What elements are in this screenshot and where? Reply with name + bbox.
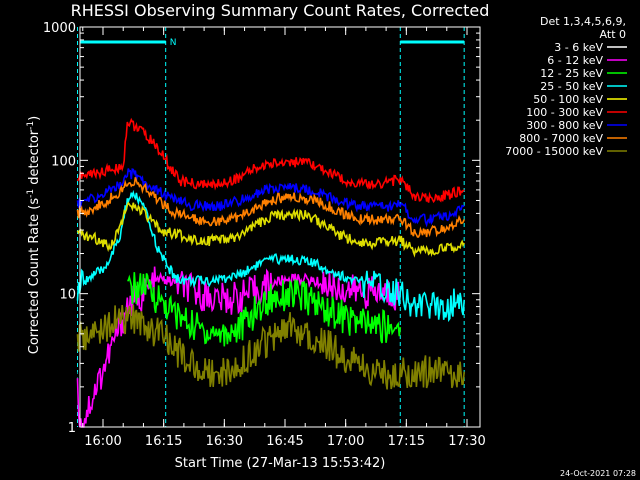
y-axis-label-part2: detector bbox=[27, 129, 42, 189]
legend-header-1: Att 0 bbox=[600, 28, 626, 41]
legend-label-5: 100 - 300 keV bbox=[526, 106, 603, 119]
series-line-4 bbox=[76, 201, 465, 258]
y-tick-label: 1000 bbox=[43, 21, 76, 36]
x-tick-label: 16:30 bbox=[206, 434, 243, 449]
series-line-3 bbox=[76, 189, 465, 323]
y-axis-label-sup2: -1 bbox=[26, 121, 36, 130]
legend-label-4: 50 - 100 keV bbox=[533, 93, 603, 106]
y-tick-label: 100 bbox=[51, 154, 76, 169]
x-tick-label: 17:30 bbox=[448, 434, 485, 449]
y-axis-label-part1: Corrected Count Rate (s bbox=[27, 198, 42, 355]
series-line-2 bbox=[127, 272, 402, 347]
y-axis-label: Corrected Count Rate (s-1 detector-1) bbox=[26, 116, 42, 354]
footer-timestamp: 24-Oct-2021 07:28 bbox=[560, 469, 636, 478]
chart-title: RHESSI Observing Summary Count Rates, Co… bbox=[71, 1, 490, 20]
legend-label-8: 7000 - 15000 keV bbox=[505, 145, 603, 158]
series-line-5 bbox=[76, 117, 465, 204]
series-line-7 bbox=[76, 177, 465, 238]
legend-header-0: Det 1,3,4,5,6,9, bbox=[540, 15, 626, 28]
plot-frame bbox=[79, 26, 481, 428]
series-line-8 bbox=[76, 304, 465, 390]
x-tick-label: 16:45 bbox=[266, 434, 303, 449]
legend-label-1: 6 - 12 keV bbox=[547, 54, 603, 67]
plot-area: N 1 10 100 1000 16:00 16:15 16:30 16:45 17:00 17:1… bbox=[43, 21, 486, 449]
night-label: N bbox=[170, 38, 177, 48]
y-tick-label: 1 bbox=[68, 421, 76, 436]
legend-label-0: 3 - 6 keV bbox=[554, 41, 603, 54]
legend-label-6: 300 - 800 keV bbox=[526, 119, 603, 132]
legend-label-2: 12 - 25 keV bbox=[540, 67, 603, 80]
x-axis-label: Start Time (27-Mar-13 15:53:42) bbox=[175, 456, 386, 471]
legend-label-7: 800 - 7000 keV bbox=[519, 132, 603, 145]
y-axis-label-sup1: -1 bbox=[26, 189, 36, 198]
series-line-1 bbox=[76, 266, 402, 428]
x-tick-label: 17:00 bbox=[327, 434, 364, 449]
x-tick-label: 16:15 bbox=[145, 434, 182, 449]
y-tick-label: 10 bbox=[59, 288, 76, 303]
series-line-6 bbox=[76, 168, 465, 228]
y-axis-label-part3: ) bbox=[27, 116, 42, 121]
x-tick-label: 16:00 bbox=[84, 434, 121, 449]
legend-label-3: 25 - 50 keV bbox=[540, 80, 603, 93]
x-tick-label: 17:15 bbox=[388, 434, 425, 449]
